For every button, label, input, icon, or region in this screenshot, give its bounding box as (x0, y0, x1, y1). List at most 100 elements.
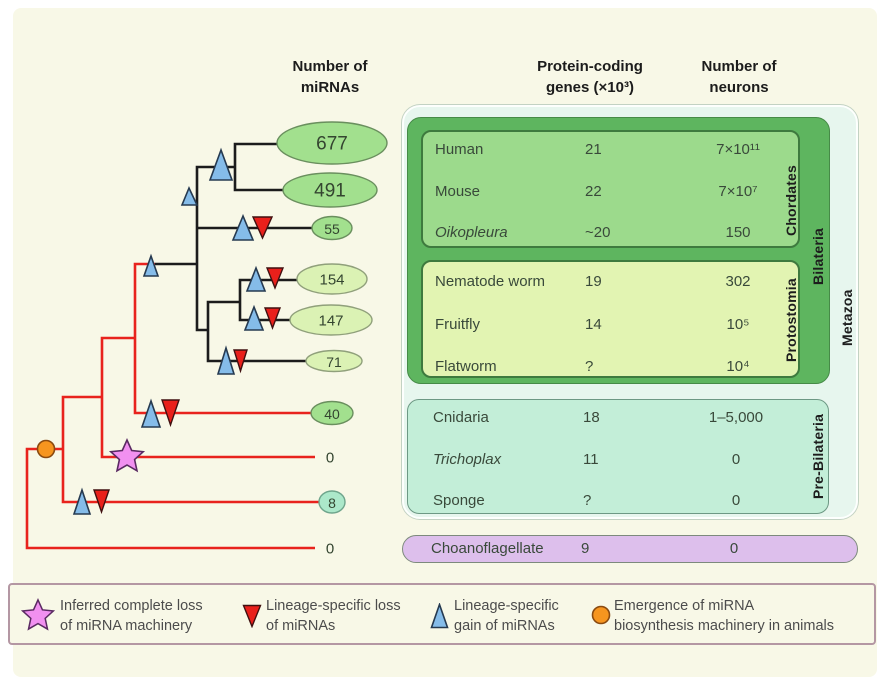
legend-item-emergence: Emergence of miRNA biosynthesis machiner… (614, 596, 834, 636)
legend-emergence-line2: biosynthesis machinery in animals (614, 618, 835, 634)
mirna-count-oikopleura: 55 (324, 221, 340, 237)
branch-human-mouse (233, 142, 283, 192)
legend-complete-loss-line2: of miRNA machinery (60, 618, 193, 634)
column-header-mirnas-line1: Number of (292, 58, 368, 75)
legend: Inferred complete loss of miRNA machiner… (8, 583, 876, 645)
gain-triangle-legend-icon (430, 603, 449, 629)
gain-icon-chordates (180, 186, 199, 206)
species-name: Fruitfly (435, 316, 480, 333)
genes-value: ? (585, 358, 594, 375)
legend-lineage-loss-line1: Lineage-specific loss (266, 598, 401, 614)
species-name: Nematode worm (435, 273, 546, 290)
neurons-value: 7×10¹¹ (716, 141, 760, 158)
table-row-nematode: Nematode worm 19 302 (423, 271, 798, 293)
complete-loss-star-legend-icon (20, 598, 56, 631)
metazoa-label: Metazoa (839, 289, 855, 347)
table-row-trichoplax: Trichoplax 11 0 (408, 449, 828, 471)
loss-icon-nematode (265, 267, 285, 290)
column-header-genes-line2: genes (×10³) (546, 79, 634, 96)
mirna-oval-fruitfly (289, 304, 373, 336)
branch-nematode-fruitfly (238, 278, 297, 322)
table-row-cnidaria: Cnidaria 18 1–5,000 (408, 407, 828, 429)
chordates-box: Chordates Human 21 7×10¹¹ Mouse 22 7×10⁷… (421, 130, 800, 248)
genes-value: 21 (585, 141, 602, 158)
branch-chordate-spine (195, 165, 235, 332)
gain-icon-flatworm (216, 345, 236, 375)
mirna-count-fruitfly: 147 (318, 313, 343, 330)
species-name: Choanoflagellate (431, 540, 544, 557)
table-row-oikopleura: Oikopleura ~20 150 (423, 222, 798, 244)
bilateria-box: Bilateria Chordates Human 21 7×10¹¹ Mous… (407, 117, 830, 384)
column-header-mirnas: Number of miRNAs (265, 56, 395, 98)
branch-cnidaria (133, 262, 311, 415)
gain-icon-fruitfly (243, 304, 265, 331)
mirna-oval-sponge (318, 490, 346, 514)
loss-icon-sponge (93, 489, 110, 515)
neurons-value: 10⁴ (726, 358, 750, 375)
table-row-sponge: Sponge ? 0 (408, 490, 828, 512)
column-header-neurons: Number of neurons (674, 56, 804, 98)
choanoflagellate-box: Choanoflagellate 9 0 (402, 535, 858, 563)
species-name: Trichoplax (433, 451, 502, 468)
loss-triangle-legend-icon (242, 604, 262, 628)
mirna-count-cnidaria: 40 (324, 406, 340, 422)
legend-item-complete-loss: Inferred complete loss of miRNA machiner… (60, 596, 203, 636)
species-name: Sponge (433, 492, 485, 509)
legend-lineage-gain-line1: Lineage-specific (454, 598, 559, 614)
loss-icon-cnidaria (161, 399, 180, 428)
species-name: Human (435, 141, 484, 158)
genes-value: 9 (581, 540, 590, 557)
species-name: Flatworm (435, 358, 497, 375)
tree-branches-bilateria (155, 142, 312, 363)
gain-markers (72, 147, 267, 515)
column-header-neurons-line1: Number of (701, 58, 777, 75)
branch-choanoflagellate (25, 447, 315, 550)
species-name: Cnidaria (433, 409, 489, 426)
mirna-count-flatworm: 71 (326, 354, 342, 370)
genes-value: 22 (585, 183, 602, 200)
column-header-genes-line1: Protein-coding (537, 58, 643, 75)
genes-value: 18 (583, 409, 600, 426)
genes-value: 19 (585, 273, 602, 290)
column-header-genes: Protein-coding genes (×10³) (505, 56, 675, 98)
table-row-mouse: Mouse 22 7×10⁷ (423, 181, 798, 203)
mirna-oval-flatworm (305, 349, 363, 373)
mirna-oval-human (276, 121, 388, 165)
genes-value: ~20 (585, 224, 611, 241)
neurons-value: 10⁵ (726, 316, 750, 333)
table-row-human: Human 21 7×10¹¹ (423, 139, 798, 161)
gain-icon-nematode (245, 265, 267, 292)
mirna-count-sponge: 8 (328, 495, 336, 511)
neurons-value: 7×10⁷ (718, 183, 758, 200)
legend-item-lineage-loss: Lineage-specific loss of miRNAs (266, 596, 401, 636)
neurons-value: 302 (725, 273, 751, 290)
legend-item-lineage-gain: Lineage-specific gain of miRNAs (454, 596, 559, 636)
neurons-value: 150 (725, 224, 751, 241)
tree-branches-prebilateria (25, 262, 319, 550)
table-row-choanoflagellate: Choanoflagellate 9 0 (403, 536, 857, 561)
neurons-value: 1–5,000 (708, 409, 764, 426)
neurons-value: 0 (729, 540, 739, 557)
mirna-count-trichoplax: 0 (326, 450, 334, 467)
mirna-count-choanoflagellate: 0 (326, 541, 334, 558)
species-name: Oikopleura (435, 224, 508, 241)
neurons-value: 0 (731, 451, 741, 468)
loss-icon-fruitfly (263, 307, 282, 330)
mirna-count-mouse: 491 (314, 181, 346, 202)
loss-icon-flatworm (233, 349, 248, 374)
gain-icon-sponge (72, 487, 92, 515)
gain-icon-human-mouse (208, 147, 234, 181)
mirna-count-ovals (276, 121, 388, 514)
species-name: Mouse (435, 183, 481, 200)
mirna-count-nematode: 154 (319, 272, 344, 289)
gain-icon-oikopleura (231, 213, 255, 241)
table-row-flatworm: Flatworm ? 10⁴ (423, 356, 798, 378)
pre-bilateria-box: Pre-Bilateria Cnidaria 18 1–5,000 Tricho… (407, 399, 829, 514)
mirna-oval-oikopleura (311, 215, 353, 241)
mirna-oval-cnidaria (310, 400, 354, 426)
branch-protostomia-flatworm (206, 300, 306, 363)
legend-emergence-line1: Emergence of miRNA (614, 598, 755, 614)
gain-icon-cnidaria (140, 398, 162, 428)
